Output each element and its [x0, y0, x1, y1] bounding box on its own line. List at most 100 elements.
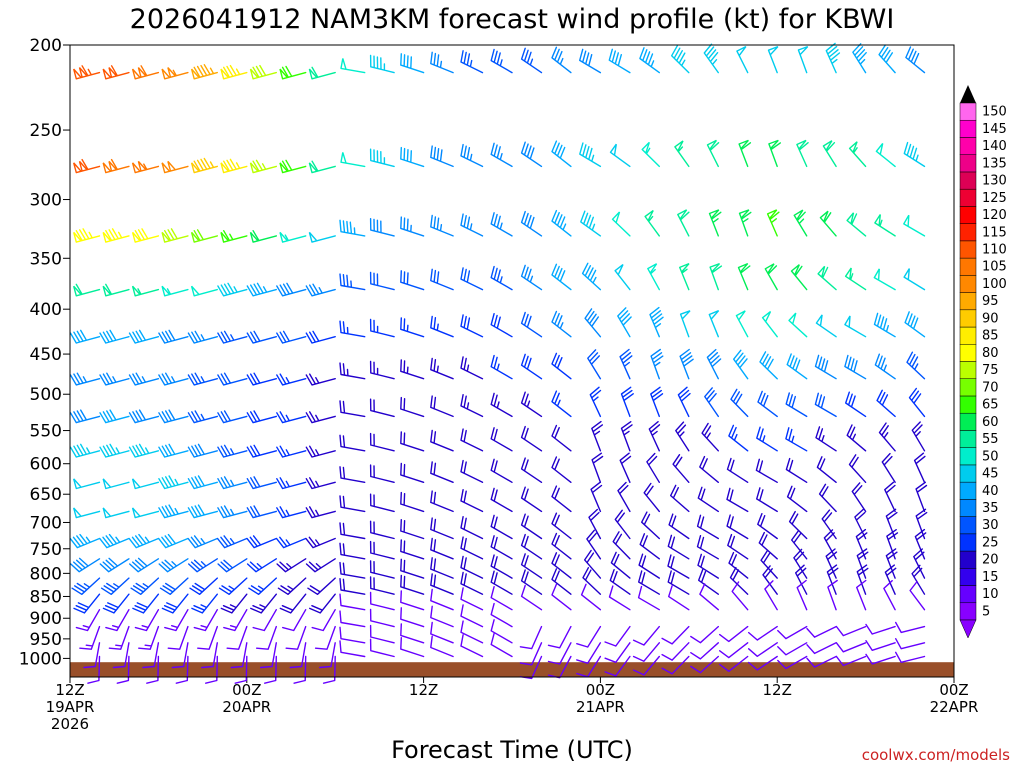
wind-barb — [865, 653, 896, 665]
wind-barb — [400, 623, 425, 644]
wind-barb — [131, 228, 160, 243]
wind-barb — [311, 609, 336, 632]
wind-barb — [644, 210, 660, 237]
wind-barb — [490, 570, 513, 595]
wind-barb — [339, 640, 366, 658]
wind-barb — [620, 421, 633, 452]
wind-barb — [369, 398, 395, 418]
wind-barb — [79, 625, 101, 650]
x-tick-label: 22APR — [930, 698, 979, 716]
wind-barb — [190, 157, 218, 174]
wind-barb — [249, 64, 277, 80]
wind-barb — [731, 581, 749, 611]
wind-barb — [727, 533, 749, 560]
wind-barb — [108, 625, 130, 650]
wind-barb — [895, 638, 926, 650]
wind-barb — [216, 535, 248, 549]
wind-barb — [620, 386, 634, 418]
colorbar-tick-label: 60 — [982, 415, 999, 430]
wind-barb — [102, 65, 130, 80]
wind-barb — [704, 387, 719, 418]
wind-barb — [217, 330, 248, 344]
x-tick-label: 00Z — [586, 681, 615, 699]
wind-barb — [878, 44, 896, 74]
y-tick-label: 550 — [30, 422, 62, 442]
plot-area — [69, 42, 955, 684]
wind-barb — [551, 456, 572, 483]
wind-barb — [777, 625, 808, 640]
wind-barb — [729, 566, 749, 595]
colorbar-tick-label: 115 — [982, 225, 1007, 240]
plot-frame — [69, 44, 955, 678]
wind-barb — [102, 283, 130, 297]
y-axis-ticks: 200 250 300 350 400 450 500 550 600 650 700 750 800 8… — [19, 36, 70, 669]
wind-barb — [648, 421, 661, 452]
wind-barb — [285, 625, 307, 650]
wind-barb — [703, 43, 719, 74]
wind-barb — [806, 625, 837, 638]
wind-barb — [796, 139, 809, 168]
wind-barb — [187, 535, 218, 549]
wind-barb — [159, 577, 189, 595]
wind-barb — [551, 552, 572, 579]
wind-barb — [790, 264, 808, 291]
wind-barb — [520, 391, 543, 418]
wind-barb — [646, 452, 660, 483]
wind-barb — [706, 348, 722, 380]
wind-barb — [460, 50, 484, 74]
wind-barb — [490, 619, 513, 644]
wind-barb — [614, 509, 631, 540]
wind-barb — [430, 621, 454, 644]
wind-barb — [460, 634, 484, 658]
wind-barb — [696, 535, 719, 560]
wind-barb — [276, 282, 307, 297]
y-tick-label: 800 — [30, 564, 62, 584]
wind-barb — [589, 386, 602, 418]
wind-barb — [848, 141, 867, 168]
colorbar-tick-label: 130 — [982, 174, 1007, 189]
wind-barb — [400, 539, 425, 560]
wind-barb — [99, 409, 130, 424]
wind-barb — [339, 542, 366, 560]
colorbar-swatch — [959, 516, 977, 535]
colorbar-tick-label: 45 — [982, 467, 999, 482]
wind-barb — [400, 462, 425, 483]
wind-barb — [679, 310, 691, 338]
wind-barb — [909, 580, 926, 611]
wind-barb — [276, 477, 307, 490]
wind-barb — [369, 218, 395, 237]
wind-barb — [400, 396, 425, 418]
wind-barb — [158, 533, 189, 549]
wind-barb — [400, 270, 425, 291]
wind-barb — [551, 46, 572, 74]
wind-barb — [339, 400, 366, 418]
wind-barb — [132, 593, 160, 614]
wind-barb — [131, 65, 160, 80]
wind-barb — [580, 210, 602, 237]
wind-barb — [339, 495, 366, 513]
colorbar-swatch — [959, 326, 977, 345]
wind-barb — [220, 64, 248, 80]
wind-barb — [730, 388, 749, 418]
wind-barb — [305, 558, 336, 573]
wind-barb — [69, 443, 101, 458]
wind-barb — [670, 484, 690, 513]
wind-barb — [99, 557, 130, 573]
wind-barb — [69, 409, 101, 424]
wind-barb — [400, 607, 425, 628]
wind-barb — [614, 264, 631, 291]
wind-barb — [314, 625, 336, 650]
wind-barb — [788, 312, 808, 338]
colorbar-tick-label: 105 — [982, 260, 1007, 275]
wind-barb — [187, 372, 218, 386]
wind-barb — [131, 160, 160, 174]
colorbar-swatch — [959, 499, 977, 517]
wind-barb — [815, 426, 837, 452]
colorbar-swatch — [959, 171, 977, 190]
wind-barb — [246, 535, 277, 549]
wind-barb — [460, 213, 484, 237]
wind-barb — [584, 549, 602, 579]
wind-barb — [791, 530, 808, 560]
wind-barb — [520, 141, 543, 168]
wind-barb — [667, 554, 690, 579]
